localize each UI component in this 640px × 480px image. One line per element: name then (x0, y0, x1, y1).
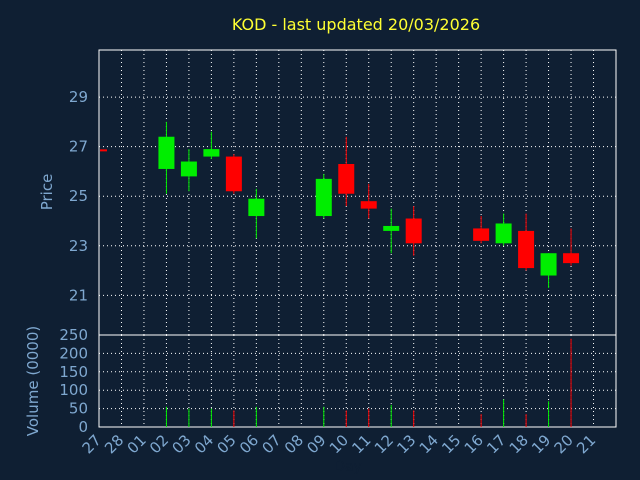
candle-body (248, 198, 265, 217)
volume-tick-label: 100 (59, 381, 88, 399)
price-tick-label: 27 (69, 138, 88, 156)
candle-body (540, 253, 557, 276)
chart-title: KOD - last updated 20/03/2026 (232, 15, 480, 34)
candle-body (563, 253, 580, 264)
volume-tick-label: 200 (59, 344, 88, 362)
price-tick-label: 23 (69, 237, 88, 255)
candle-body (338, 164, 355, 194)
candle-body (360, 201, 377, 209)
candle-body (180, 161, 197, 177)
candle-body (495, 223, 512, 244)
x-axis-label: Day (334, 459, 362, 475)
candles (100, 121, 580, 288)
volume-plot-area (98, 334, 617, 428)
volume-tick-label: 150 (59, 363, 88, 381)
price-panel: 21 23 25 27 29 Price (38, 49, 617, 336)
price-tick-label: 25 (69, 187, 88, 205)
candle-body (225, 156, 242, 192)
price-y-ticks: 21 23 25 27 29 (69, 88, 88, 304)
volume-tick-label: 50 (69, 400, 88, 418)
volume-tick-label: 250 (59, 326, 88, 344)
candle-body (203, 149, 220, 157)
price-tick-label: 21 (69, 286, 88, 304)
x-ticks: 2728010203040506070809101112131415161718… (79, 431, 600, 457)
candle-body (405, 218, 422, 244)
candle-body (383, 225, 400, 231)
volume-bars (165, 338, 572, 427)
price-axis-label: Price (38, 174, 56, 211)
volume-tick-label: 0 (78, 418, 88, 436)
price-tick-label: 29 (69, 88, 88, 106)
candle-body (473, 228, 490, 241)
candle-body (158, 136, 175, 169)
volume-axis-label: Volume (0000) (24, 326, 42, 436)
candle-body (518, 230, 535, 269)
candle-body (315, 178, 332, 217)
